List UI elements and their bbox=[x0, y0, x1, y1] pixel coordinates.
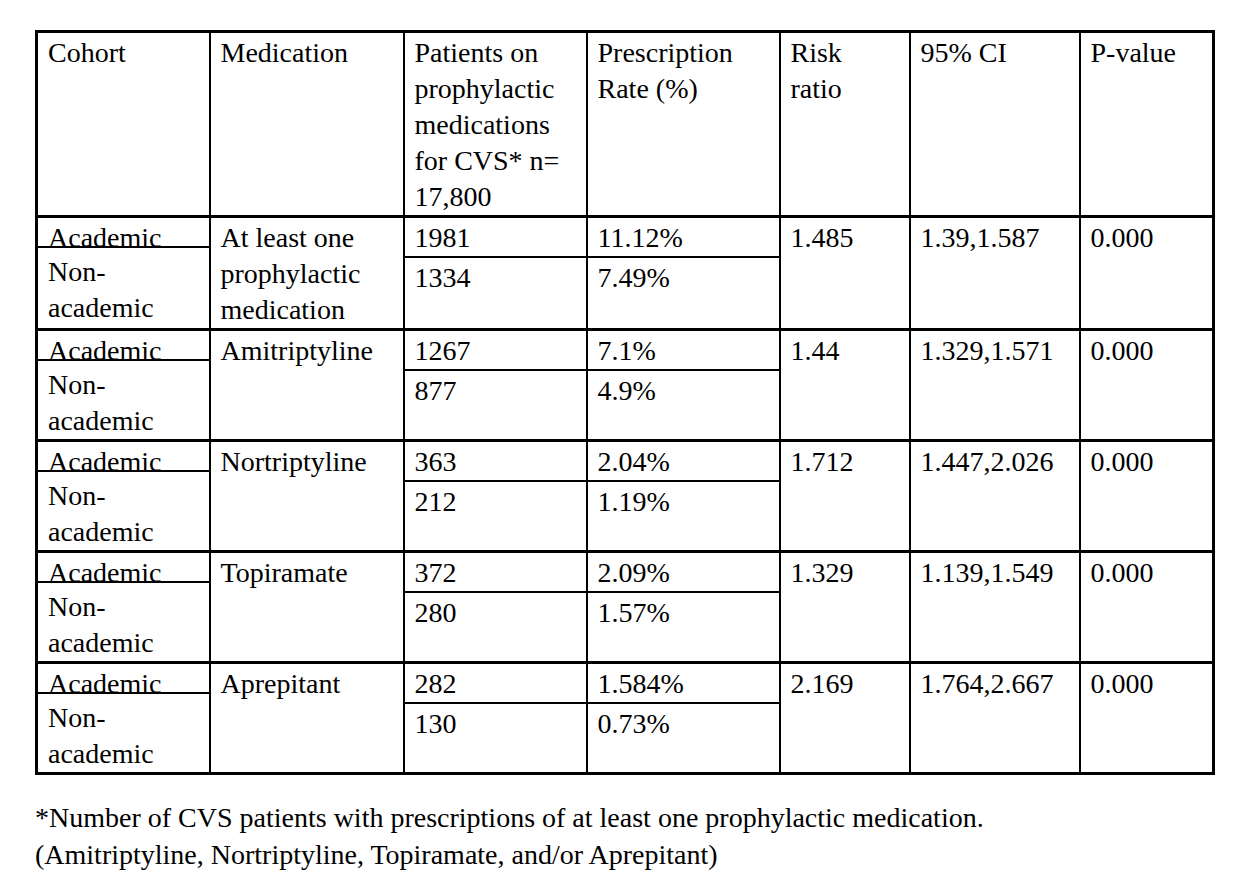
header-cohort: Cohort bbox=[37, 32, 210, 217]
header-row: Cohort Medication Patients on prophylact… bbox=[37, 32, 1214, 217]
prescription-rate-cell: 7.1% 4.9% bbox=[587, 330, 780, 441]
patients-cell: 1981 1334 bbox=[404, 217, 587, 330]
patients-academic-value: 1267 bbox=[405, 331, 586, 371]
prescription-rate-cell: 2.04% 1.19% bbox=[587, 441, 780, 552]
rate-non-academic-value: 4.9% bbox=[588, 371, 779, 409]
header-p-value: P-value bbox=[1080, 32, 1214, 217]
patients-academic-value: 282 bbox=[405, 664, 586, 704]
header-prescription-rate: Prescription Rate (%) bbox=[587, 32, 780, 217]
footnote-line-1: *Number of CVS patients with prescriptio… bbox=[35, 799, 1212, 836]
patients-cell: 282 130 bbox=[404, 663, 587, 774]
cohort-non-academic-label: Non-academic bbox=[38, 248, 209, 326]
results-table: Cohort Medication Patients on prophylact… bbox=[35, 30, 1215, 775]
risk-ratio-cell: 1.712 bbox=[780, 441, 910, 552]
ci-cell: 1.764,2.667 bbox=[910, 663, 1080, 774]
ci-cell: 1.329,1.571 bbox=[910, 330, 1080, 441]
medication-cell: Nortriptyline bbox=[210, 441, 404, 552]
header-patients: Patients on prophylactic medications for… bbox=[404, 32, 587, 217]
ci-cell: 1.447,2.026 bbox=[910, 441, 1080, 552]
header-medication: Medication bbox=[210, 32, 404, 217]
ci-cell: 1.139,1.549 bbox=[910, 552, 1080, 663]
medication-cell: At least one prophylactic medication bbox=[210, 217, 404, 330]
patients-academic-value: 372 bbox=[405, 553, 586, 593]
risk-ratio-cell: 1.485 bbox=[780, 217, 910, 330]
table-row: Academic Non-academic At least one proph… bbox=[37, 217, 1214, 330]
patients-non-academic-value: 877 bbox=[405, 371, 586, 409]
risk-ratio-cell: 1.44 bbox=[780, 330, 910, 441]
cohort-non-academic-label: Non-academic bbox=[38, 361, 209, 439]
ci-cell: 1.39,1.587 bbox=[910, 217, 1080, 330]
prescription-rate-cell: 1.584% 0.73% bbox=[587, 663, 780, 774]
rate-academic-value: 1.584% bbox=[588, 664, 779, 704]
cohort-academic-label: Academic bbox=[38, 331, 209, 361]
patients-academic-value: 1981 bbox=[405, 218, 586, 258]
table-row: Academic Non-academic Nortriptyline 363 … bbox=[37, 441, 1214, 552]
patients-academic-value: 363 bbox=[405, 442, 586, 482]
patients-cell: 372 280 bbox=[404, 552, 587, 663]
cohort-cell: Academic Non-academic bbox=[37, 441, 210, 552]
table-row: Academic Non-academic Aprepitant 282 130… bbox=[37, 663, 1214, 774]
footnote-line-2: (Amitriptyline, Nortriptyline, Topiramat… bbox=[35, 836, 1212, 873]
rate-academic-value: 11.12% bbox=[588, 218, 779, 258]
cohort-non-academic-label: Non-academic bbox=[38, 694, 209, 772]
p-value-cell: 0.000 bbox=[1080, 552, 1214, 663]
medication-cell: Amitriptyline bbox=[210, 330, 404, 441]
table-footnote: *Number of CVS patients with prescriptio… bbox=[35, 799, 1212, 873]
cohort-cell: Academic Non-academic bbox=[37, 217, 210, 330]
rate-academic-value: 7.1% bbox=[588, 331, 779, 371]
rate-non-academic-value: 1.19% bbox=[588, 482, 779, 520]
medication-cell: Topiramate bbox=[210, 552, 404, 663]
table-body: Academic Non-academic At least one proph… bbox=[37, 217, 1214, 774]
patients-non-academic-value: 212 bbox=[405, 482, 586, 520]
prescription-rate-cell: 11.12% 7.49% bbox=[587, 217, 780, 330]
cohort-academic-label: Academic bbox=[38, 664, 209, 694]
table-row: Academic Non-academic Topiramate 372 280… bbox=[37, 552, 1214, 663]
rate-non-academic-value: 1.57% bbox=[588, 593, 779, 631]
p-value-cell: 0.000 bbox=[1080, 330, 1214, 441]
patients-cell: 1267 877 bbox=[404, 330, 587, 441]
table-row: Academic Non-academic Amitriptyline 1267… bbox=[37, 330, 1214, 441]
risk-ratio-cell: 1.329 bbox=[780, 552, 910, 663]
rate-academic-value: 2.09% bbox=[588, 553, 779, 593]
prescription-rate-cell: 2.09% 1.57% bbox=[587, 552, 780, 663]
header-risk-ratio: Risk ratio bbox=[780, 32, 910, 217]
patients-non-academic-value: 280 bbox=[405, 593, 586, 631]
rate-academic-value: 2.04% bbox=[588, 442, 779, 482]
patients-cell: 363 212 bbox=[404, 441, 587, 552]
p-value-cell: 0.000 bbox=[1080, 441, 1214, 552]
document-page: Cohort Medication Patients on prophylact… bbox=[0, 0, 1245, 884]
cohort-cell: Academic Non-academic bbox=[37, 552, 210, 663]
cohort-academic-label: Academic bbox=[38, 442, 209, 472]
cohort-academic-label: Academic bbox=[38, 553, 209, 583]
cohort-academic-label: Academic bbox=[38, 218, 209, 248]
risk-ratio-cell: 2.169 bbox=[780, 663, 910, 774]
rate-non-academic-value: 0.73% bbox=[588, 704, 779, 742]
patients-non-academic-value: 1334 bbox=[405, 258, 586, 296]
cohort-cell: Academic Non-academic bbox=[37, 663, 210, 774]
header-95-ci: 95% CI bbox=[910, 32, 1080, 217]
cohort-cell: Academic Non-academic bbox=[37, 330, 210, 441]
p-value-cell: 0.000 bbox=[1080, 217, 1214, 330]
cohort-non-academic-label: Non-academic bbox=[38, 472, 209, 550]
p-value-cell: 0.000 bbox=[1080, 663, 1214, 774]
rate-non-academic-value: 7.49% bbox=[588, 258, 779, 296]
medication-cell: Aprepitant bbox=[210, 663, 404, 774]
patients-non-academic-value: 130 bbox=[405, 704, 586, 742]
cohort-non-academic-label: Non-academic bbox=[38, 583, 209, 661]
